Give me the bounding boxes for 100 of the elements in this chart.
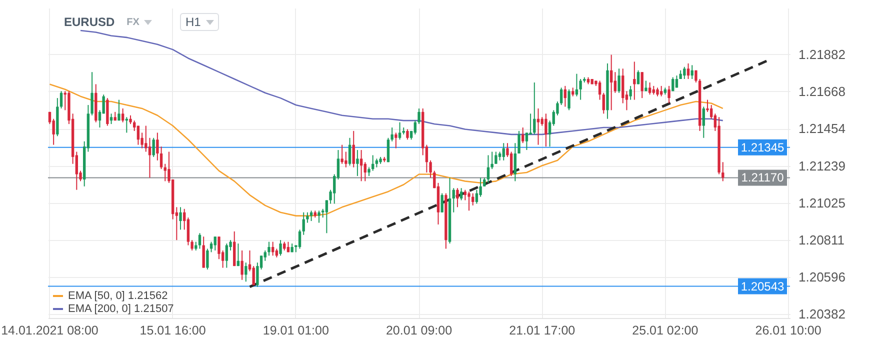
y-tick-label: 1.21454 (798, 121, 846, 136)
y-tick-label: 1.21025 (798, 195, 846, 210)
candlestick (536, 108, 540, 146)
candlestick (202, 236, 205, 268)
x-tick-label: 15.01 16:00 (140, 324, 206, 338)
candlestick (610, 54, 613, 111)
candlestick (440, 192, 444, 213)
candlestick (152, 137, 155, 158)
y-tick-label: 1.21668 (798, 84, 846, 99)
candlestick (429, 160, 432, 178)
candlestick (252, 266, 255, 286)
x-tick-label: 25.01 02:00 (632, 324, 698, 338)
candlestick (160, 146, 163, 170)
x-tick-label: 26.01 10:00 (755, 324, 822, 338)
candlestick (683, 66, 686, 80)
y-tick-label: 1.21239 (798, 158, 846, 174)
y-tick-label: 1.20382 (798, 306, 846, 322)
x-tick-label: 21.01 17:00 (509, 324, 576, 338)
candlestick (325, 200, 328, 234)
candlestick (694, 70, 698, 83)
candlestick (268, 241, 270, 256)
candlestick (452, 188, 455, 213)
candlestick (633, 61, 636, 100)
candlestick (386, 137, 390, 163)
candlestick (206, 248, 209, 270)
candlestick (279, 240, 282, 256)
candlestick (352, 130, 355, 168)
candlestick (622, 68, 624, 104)
candlestick (348, 137, 352, 166)
select-field: H1 (180, 13, 219, 31)
candlestick (398, 122, 402, 140)
x-tick-label: 20.01 09:00 (386, 324, 452, 338)
candlestick (60, 90, 63, 109)
candlestick (560, 87, 563, 106)
candlestick (568, 88, 570, 111)
candlestick (668, 85, 670, 104)
candlestick (672, 76, 674, 92)
candlestick (218, 236, 220, 260)
candlestick (502, 142, 505, 161)
annotation: FX (126, 16, 140, 28)
candlestick (618, 68, 620, 94)
ref-line-label: 1.21170 (741, 170, 784, 185)
candlestick (494, 151, 498, 164)
candlestick (468, 191, 470, 212)
candlestick (244, 262, 248, 282)
candlestick (360, 150, 363, 182)
candlestick (340, 144, 344, 164)
candlestick (579, 78, 582, 100)
candlestick (148, 137, 152, 178)
candlestick (390, 126, 394, 142)
candlestick (318, 210, 320, 224)
candlestick (456, 188, 459, 208)
candlestick (640, 72, 644, 99)
candlestick (356, 150, 359, 176)
candlestick (490, 151, 494, 170)
candlestick (136, 125, 140, 146)
candlestick (394, 132, 398, 149)
candlestick (544, 113, 548, 148)
candlestick (660, 85, 663, 97)
candlestick (525, 132, 528, 151)
candlestick (364, 162, 366, 182)
candlestick (302, 212, 305, 236)
candlestick (675, 75, 678, 88)
candlestick (629, 85, 632, 100)
annotation: H1 (185, 15, 201, 29)
candlestick (110, 113, 113, 125)
candlestick (179, 206, 182, 230)
x-tick-label: 19.01 01:00 (262, 324, 329, 338)
candlestick (310, 210, 313, 222)
legend-label: EMA [50, 0] 1.21562 (68, 290, 168, 302)
candlestick (514, 142, 517, 182)
candlestick (121, 108, 124, 123)
candlestick (510, 151, 513, 176)
candlestick (298, 229, 302, 250)
legend-label: EMA [200, 0] 1.21507 (68, 303, 174, 315)
candlestick (648, 82, 652, 96)
candlestick (614, 72, 617, 94)
candlestick (90, 72, 94, 116)
candlestick (306, 212, 309, 224)
candlestick (198, 232, 202, 250)
candlestick (518, 130, 520, 154)
candlestick (406, 128, 409, 140)
candlestick (486, 154, 490, 184)
candlestick (118, 99, 120, 122)
y-tick-label: 1.20596 (798, 270, 846, 285)
candlestick (464, 189, 467, 201)
text: EURUSD (64, 15, 115, 29)
candlestick (598, 80, 602, 100)
x-tick-label: 14.01.2021 08:00 (1, 324, 98, 338)
candlestick (156, 132, 159, 161)
candlestick (602, 92, 605, 114)
y-tick-label: 1.21882 (798, 46, 846, 62)
candlestick (636, 70, 640, 85)
y-tick-label: 1.20811 (798, 232, 845, 248)
candlestick (344, 151, 348, 168)
candlestick (225, 243, 228, 268)
candlestick (475, 189, 478, 204)
candlestick (214, 236, 216, 251)
candlestick (564, 85, 567, 108)
candlestick (240, 250, 244, 280)
